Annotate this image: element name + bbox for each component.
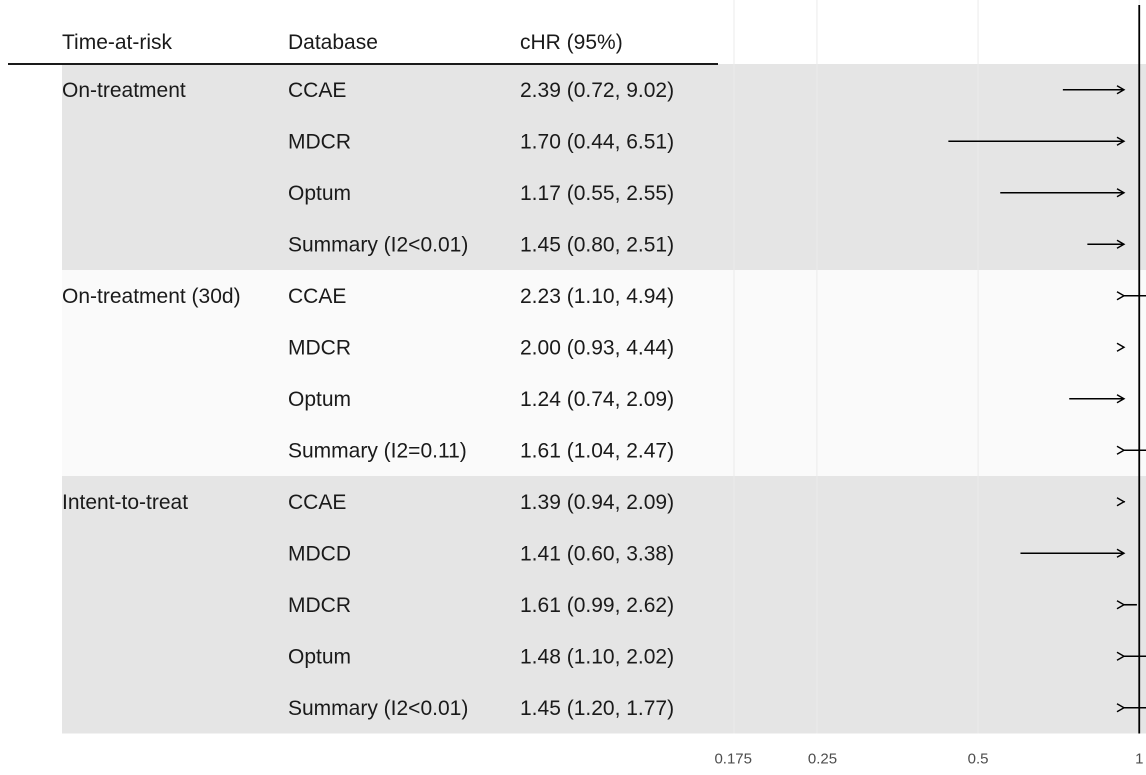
- chr-cell: 1.45 (0.80, 2.51): [520, 233, 674, 256]
- chr-cell: 2.23 (1.10, 4.94): [520, 285, 674, 308]
- ci-arrow: [1116, 291, 1126, 301]
- ci-arrow: [1116, 342, 1126, 352]
- ci-arrow: [1116, 548, 1126, 558]
- x-tick-label: 0.175: [714, 751, 752, 768]
- chr-cell: 1.61 (1.04, 2.47): [520, 439, 674, 462]
- chr-cell: 1.41 (0.60, 3.38): [520, 542, 674, 565]
- header-database: Database: [288, 31, 378, 54]
- chr-cell: 1.70 (0.44, 6.51): [520, 130, 674, 153]
- ci-arrow: [1116, 239, 1126, 249]
- group-band: [62, 270, 1146, 476]
- group-band: [62, 64, 1146, 270]
- database-cell: Optum: [288, 182, 351, 205]
- chr-cell: 2.00 (0.93, 4.44): [520, 336, 674, 359]
- estimate-marks: [948, 85, 1146, 713]
- group-label: Intent-to-treat: [62, 491, 188, 514]
- ci-arrow: [1116, 394, 1126, 404]
- group-band: [62, 476, 1146, 734]
- database-cell: CCAE: [288, 491, 346, 514]
- chr-cell: 1.61 (0.99, 2.62): [520, 594, 674, 617]
- chr-cell: 1.24 (0.74, 2.09): [520, 388, 674, 411]
- x-tick-label: 0.25: [808, 751, 837, 768]
- database-cell: MDCR: [288, 130, 351, 153]
- chr-cell: 2.39 (0.72, 9.02): [520, 79, 674, 102]
- database-cell: Optum: [288, 388, 351, 411]
- chr-cell: 1.45 (1.20, 1.77): [520, 697, 674, 720]
- database-cell: MDCR: [288, 594, 351, 617]
- ci-arrow: [1116, 85, 1126, 95]
- grid-lines: [733, 0, 1141, 734]
- ci-arrow: [1116, 600, 1126, 610]
- database-cell: Summary (I2<0.01): [288, 697, 468, 720]
- header-chr: cHR (95%): [520, 31, 623, 54]
- database-cell: CCAE: [288, 285, 346, 308]
- results-table: On-treatment CCAE 2.39 (0.72, 9.02) MDCR 1.7…: [62, 79, 674, 720]
- database-cell: Summary (I2<0.01): [288, 233, 468, 256]
- database-cell: Optum: [288, 645, 351, 668]
- database-cell: CCAE: [288, 79, 346, 102]
- header-time-at-risk: Time-at-risk: [62, 31, 173, 54]
- group-label: On-treatment: [62, 79, 186, 102]
- ci-arrow: [1116, 136, 1126, 146]
- ci-arrow: [1116, 188, 1126, 198]
- database-cell: MDCR: [288, 336, 351, 359]
- x-tick-label: 0.5: [968, 751, 989, 768]
- chr-cell: 1.48 (1.10, 2.02): [520, 645, 674, 668]
- ci-arrow: [1116, 651, 1126, 661]
- database-cell: MDCD: [288, 542, 351, 565]
- ci-arrow: [1116, 703, 1126, 713]
- chr-cell: 1.17 (0.55, 2.55): [520, 182, 674, 205]
- x-tick-label: 1: [1135, 751, 1143, 768]
- database-cell: Summary (I2=0.11): [288, 439, 467, 462]
- ci-arrow: [1116, 445, 1126, 455]
- ci-arrow: [1116, 497, 1126, 507]
- chr-cell: 1.39 (0.94, 2.09): [520, 491, 674, 514]
- group-label: On-treatment (30d): [62, 285, 241, 308]
- row-bands: [62, 64, 1146, 734]
